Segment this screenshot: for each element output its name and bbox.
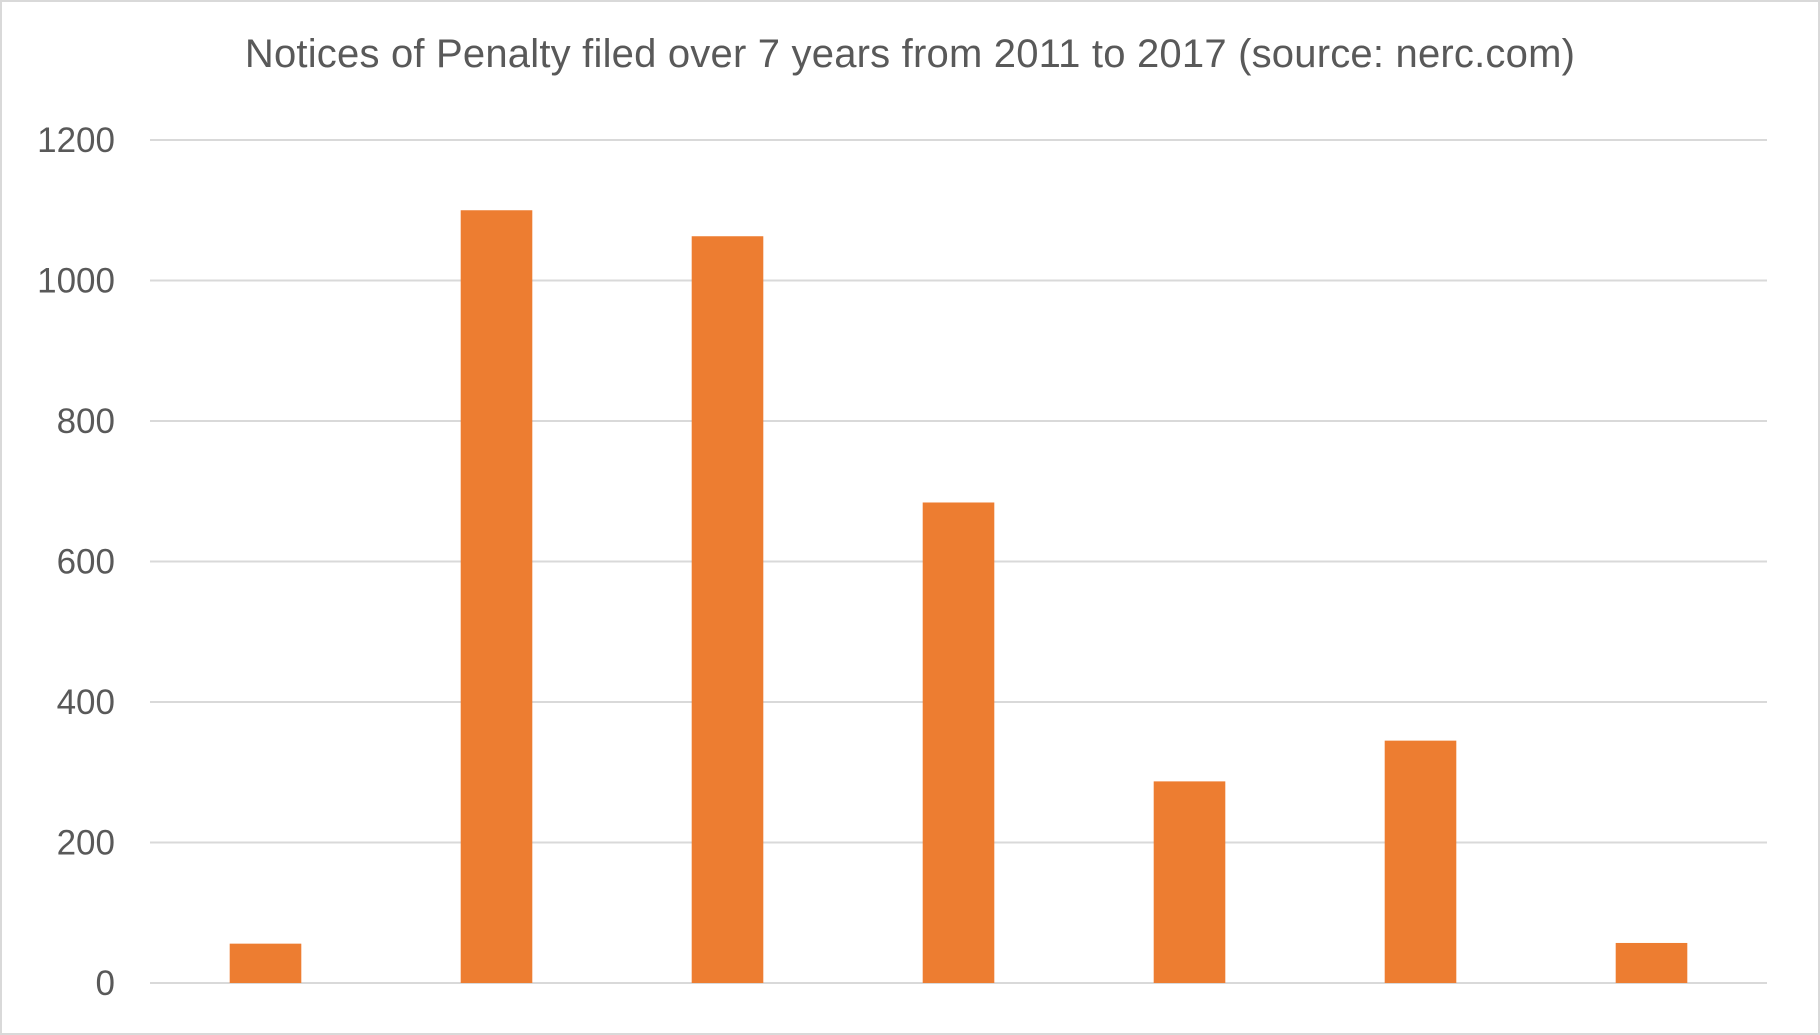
y-tick-label: 1000 bbox=[37, 262, 115, 301]
bar-1 bbox=[229, 943, 302, 983]
bars bbox=[229, 210, 1688, 983]
bar-3 bbox=[691, 236, 764, 983]
y-tick-label: 600 bbox=[57, 543, 115, 582]
bar-6 bbox=[1384, 740, 1457, 983]
bar-4 bbox=[922, 502, 995, 983]
y-tick-label: 1200 bbox=[37, 121, 115, 160]
bar-5 bbox=[1153, 781, 1226, 983]
y-tick-label: 200 bbox=[57, 824, 115, 863]
y-tick-label: 800 bbox=[57, 402, 115, 441]
y-axis-ticks: 0 200 400 600 800 1000 1200 bbox=[37, 121, 115, 1003]
bar-7 bbox=[1615, 942, 1688, 983]
chart-title: Notices of Penalty filed over 7 years fr… bbox=[244, 32, 1576, 76]
y-tick-label: 400 bbox=[57, 683, 115, 722]
y-tick-label: 0 bbox=[96, 964, 115, 1003]
bar-2 bbox=[460, 210, 533, 983]
